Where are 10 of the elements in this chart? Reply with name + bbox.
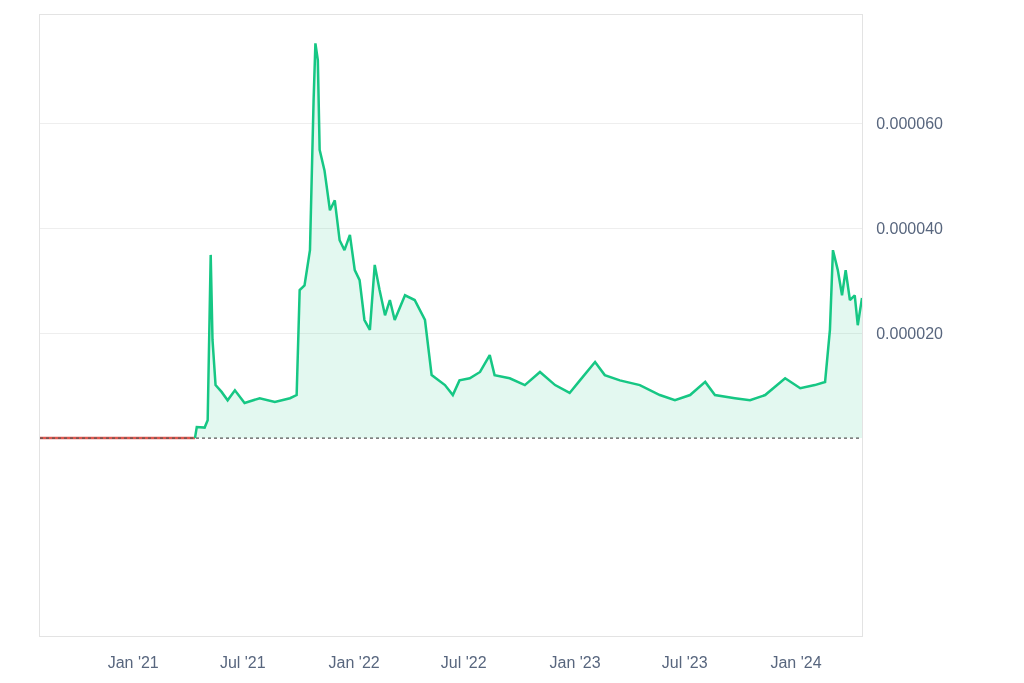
x-tick-label: Jan '21: [107, 654, 159, 672]
y-tick-label: 0.000020: [876, 324, 944, 342]
x-tick-label: Jul '23: [661, 654, 708, 672]
x-tick-label: Jan '23: [549, 654, 601, 672]
y-tick-label: 0.000060: [876, 114, 944, 132]
y-tick-label: 0.000040: [876, 219, 944, 237]
x-tick-label: Jan '24: [770, 654, 822, 672]
x-tick-label: Jul '21: [219, 654, 266, 672]
x-tick-label: Jul '22: [440, 654, 487, 672]
x-tick-label: Jan '22: [328, 654, 380, 672]
